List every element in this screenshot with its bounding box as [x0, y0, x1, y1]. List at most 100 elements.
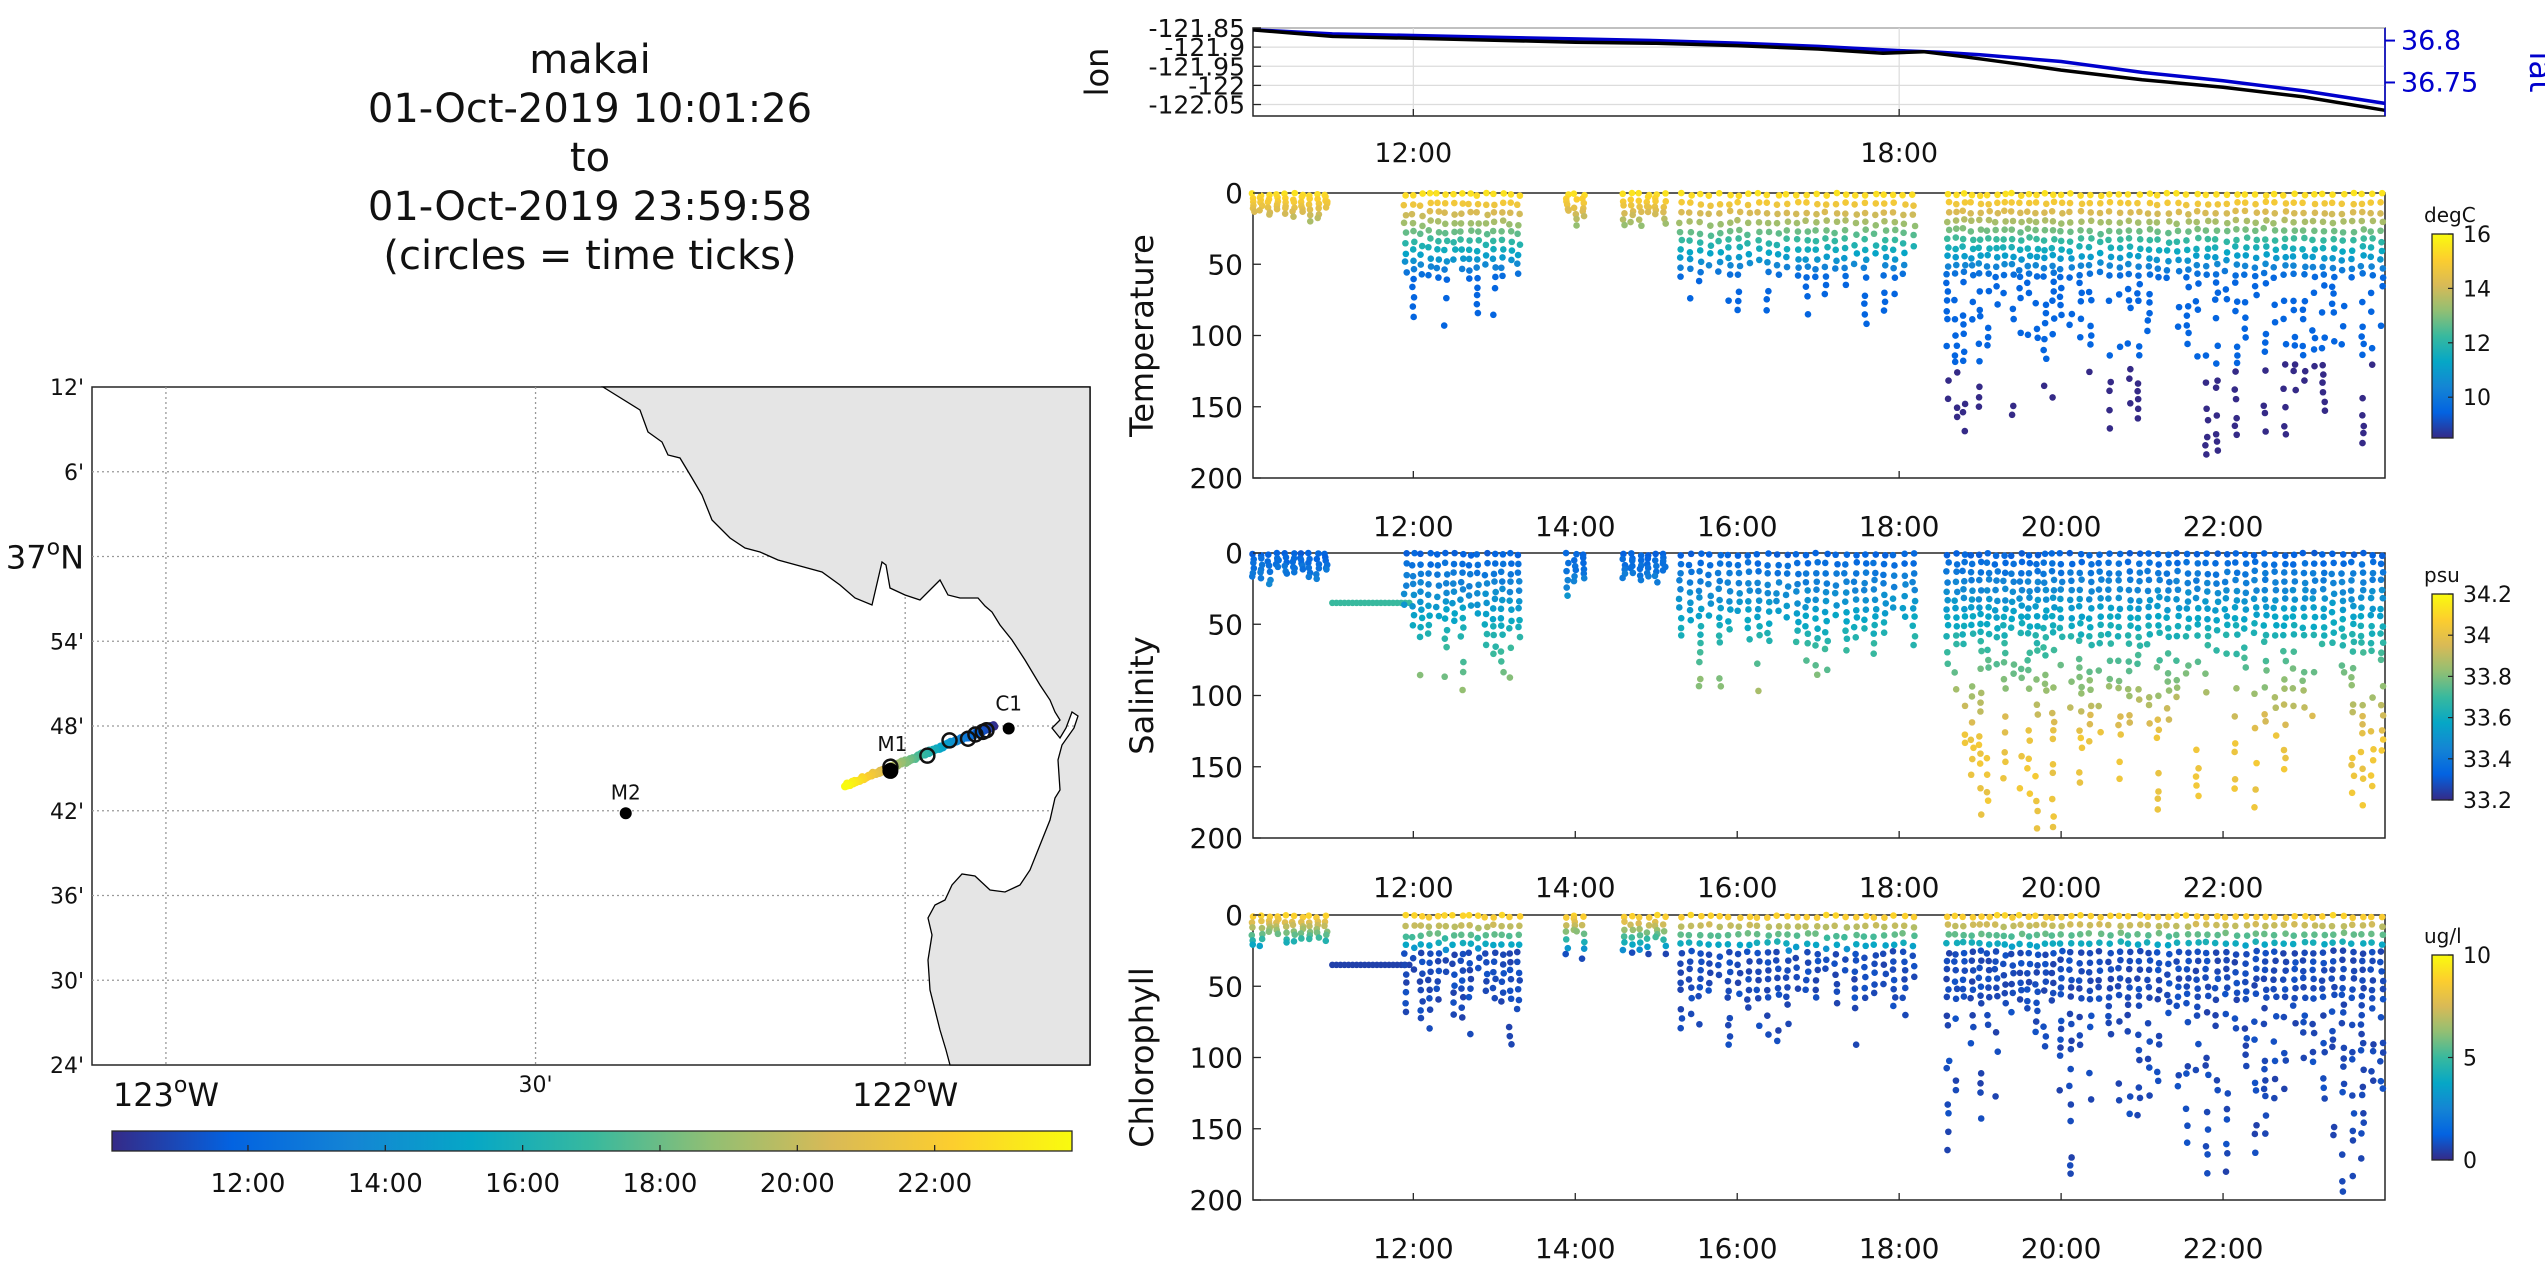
salinity-point [1686, 579, 1694, 586]
salinity-point [2166, 578, 2173, 586]
temperature-point [2134, 290, 2141, 297]
chlorophyll-point [2154, 1077, 2162, 1085]
chlorophyll-point [1861, 994, 1869, 1002]
lat-axis-label: lat [2522, 51, 2545, 92]
temperature-point [2078, 218, 2085, 225]
temperature-point [2367, 253, 2375, 261]
temperature-point [2300, 209, 2307, 217]
chlorophyll-point [1813, 914, 1821, 921]
chlorophyll-point [2347, 940, 2355, 947]
chlorophyll-point [1726, 968, 1734, 976]
temperature-point [1969, 236, 1977, 244]
salinity-point [1872, 569, 1879, 577]
temperature-point [1306, 195, 1313, 203]
temperature-point [1842, 210, 1849, 217]
chlorophyll-point [2291, 965, 2299, 973]
salinity-point [1832, 611, 1839, 619]
temperature-point [2271, 237, 2279, 244]
chlorophyll-point [2242, 1042, 2250, 1049]
salinity-point [2041, 550, 2049, 558]
chlorophyll-point [1322, 912, 1330, 920]
temperature-point [1425, 271, 1432, 279]
chlorophyll-point [1746, 921, 1754, 929]
salinity-point [1842, 627, 1849, 635]
temperature-point [1409, 283, 1416, 291]
salinity-point [1746, 636, 1753, 643]
chlorophyll-point [1861, 963, 1868, 971]
salinity-point [1411, 549, 1418, 557]
temperature-point [1508, 238, 1516, 246]
salinity-point [1305, 559, 1312, 567]
salinity-point [1944, 660, 1952, 668]
chlorophyll-point [2223, 984, 2231, 992]
temperature-point [1427, 217, 1434, 224]
salinity-point [2241, 644, 2248, 651]
chlorophyll-point [2282, 958, 2290, 966]
chlorophyll-point [2233, 989, 2241, 997]
temperature-point [2050, 198, 2058, 206]
chlorophyll-point [2260, 1020, 2268, 1028]
temperature-point [2290, 270, 2297, 278]
chlorophyll-point [2202, 949, 2210, 957]
chlorophyll-point [1863, 912, 1870, 920]
salinity-point [2155, 788, 2162, 795]
salinity-point [1425, 621, 1433, 629]
salinity-point [1735, 569, 1743, 577]
temperature-point [1960, 330, 1968, 338]
chlorophyll-point [1793, 932, 1801, 939]
chlorophyll-point [1283, 939, 1290, 946]
temperature-point [2077, 227, 2084, 234]
salinity-point [1862, 551, 1869, 558]
chlorophyll-point [2261, 941, 2269, 948]
temperature-point [1660, 208, 1667, 216]
salinity-point [2194, 632, 2201, 639]
salinity-point [2370, 746, 2377, 753]
temperature-point [2175, 199, 2182, 207]
salinity-point [1726, 587, 1734, 595]
salinity-point [1901, 560, 1908, 567]
chlorophyll-point [1678, 1015, 1686, 1022]
chlorophyll-point [1952, 995, 1960, 1003]
salinity-point [2116, 605, 2124, 613]
temperature-point [1727, 261, 1734, 269]
chlorophyll-point [1580, 945, 1588, 952]
salinity-point [1490, 570, 1498, 578]
temperature-y-tick-label: 150 [1190, 391, 1243, 424]
chlorophyll-point [2357, 1047, 2365, 1054]
chlorophyll-point [1784, 912, 1791, 920]
salinity-point [1880, 560, 1888, 568]
chlorophyll-point [1832, 971, 1839, 979]
salinity-point [1754, 579, 1761, 587]
chlorophyll-point [2270, 931, 2278, 939]
salinity-point [2096, 568, 2103, 575]
chlorophyll-point [2360, 940, 2367, 947]
temperature-point [1881, 298, 1889, 306]
temperature-point [1273, 205, 1281, 213]
salinity-point [1714, 569, 1722, 577]
temperature-point [2282, 262, 2289, 269]
temperature-point [2281, 216, 2288, 224]
temperature-point [1744, 190, 1752, 198]
salinity-point [2234, 631, 2241, 638]
temperature-point [1467, 220, 1475, 227]
temperature-point [2041, 335, 2048, 343]
temperature-point [1435, 256, 1443, 263]
chlorophyll-point [2368, 939, 2375, 946]
temperature-point [1814, 256, 1821, 263]
temperature-point [2338, 257, 2346, 264]
temperature-point [2359, 270, 2366, 277]
salinity-point [2194, 604, 2202, 612]
temperature-point [1851, 192, 1859, 199]
temperature-point [1705, 192, 1713, 199]
temperature-point [2328, 199, 2336, 207]
salinity-point [1564, 576, 1572, 584]
temperature-point [1419, 212, 1426, 220]
temperature-point [2377, 322, 2385, 330]
temperature-point [2367, 209, 2374, 217]
chlorophyll-point [2261, 966, 2269, 974]
salinity-point [2056, 624, 2064, 632]
salinity-point [1291, 550, 1298, 557]
temperature-point [2202, 209, 2209, 217]
temperature-point [2301, 377, 2308, 384]
temperature-point [1635, 189, 1642, 197]
